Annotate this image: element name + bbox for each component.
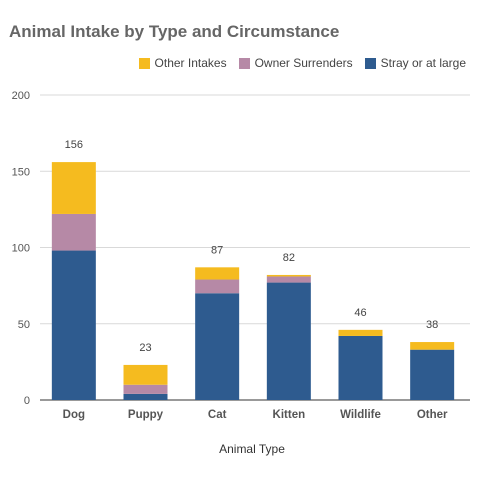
x-tick-label-kitten: Kitten — [273, 409, 306, 421]
bar-segment-other-other-intakes — [410, 342, 455, 350]
total-label-wildlife: 46 — [354, 307, 366, 319]
bar-segment-dog-other-intakes — [51, 162, 96, 214]
y-tick-label: 50 — [18, 319, 30, 331]
total-label-dog: 156 — [65, 139, 83, 151]
bar-segment-kitten-owner-surrenders — [266, 276, 311, 283]
bar-segment-other-stray-or-at-large — [410, 349, 455, 400]
total-label-cat: 87 — [211, 244, 223, 256]
bar-segment-puppy-other-intakes — [123, 364, 168, 385]
bar-segment-puppy-stray-or-at-large — [123, 393, 168, 400]
bar-segment-cat-owner-surrenders — [195, 279, 240, 294]
y-tick-label: 150 — [12, 166, 30, 178]
total-label-other: 38 — [426, 319, 438, 331]
bar-segment-kitten-stray-or-at-large — [266, 282, 311, 400]
legend-swatch-other-intakes — [138, 57, 150, 69]
bar-segment-cat-other-intakes — [195, 267, 240, 280]
x-tick-label-other: Other — [417, 409, 448, 421]
legend-item-stray: Stray or at large — [364, 56, 466, 70]
legend-item-owner-surrenders: Owner Surrenders — [238, 56, 353, 70]
bar-segment-wildlife-stray-or-at-large — [338, 335, 383, 400]
total-label-puppy: 23 — [139, 342, 151, 354]
legend-label-stray: Stray or at large — [380, 56, 466, 70]
x-tick-label-puppy: Puppy — [128, 409, 164, 421]
legend-label-other-intakes: Other Intakes — [154, 56, 227, 70]
bar-segment-dog-stray-or-at-large — [51, 250, 96, 400]
y-tick-label: 200 — [12, 90, 30, 102]
bar-segment-cat-stray-or-at-large — [195, 293, 240, 400]
y-tick-label: 0 — [24, 395, 30, 407]
x-tick-label-dog: Dog — [63, 409, 85, 421]
bar-segment-wildlife-other-intakes — [338, 329, 383, 336]
y-tick-label: 100 — [12, 243, 30, 255]
x-tick-label-wildlife: Wildlife — [340, 409, 381, 421]
x-axis-title: Animal Type — [219, 442, 285, 456]
legend-label-owner-surrenders: Owner Surrenders — [254, 56, 353, 70]
bar-segment-puppy-owner-surrenders — [123, 384, 168, 394]
x-tick-label-cat: Cat — [208, 409, 227, 421]
legend-item-other-intakes: Other Intakes — [138, 56, 227, 70]
bar-segment-kitten-other-intakes — [266, 274, 311, 277]
legend-swatch-stray — [364, 57, 376, 69]
chart-legend: Other Intakes Owner Surrenders Stray or … — [138, 56, 466, 70]
total-label-kitten: 82 — [283, 252, 295, 264]
legend-swatch-owner-surrenders — [238, 57, 250, 69]
bar-segment-dog-owner-surrenders — [51, 213, 96, 251]
chart-title: Animal Intake by Type and Circumstance — [9, 22, 340, 41]
